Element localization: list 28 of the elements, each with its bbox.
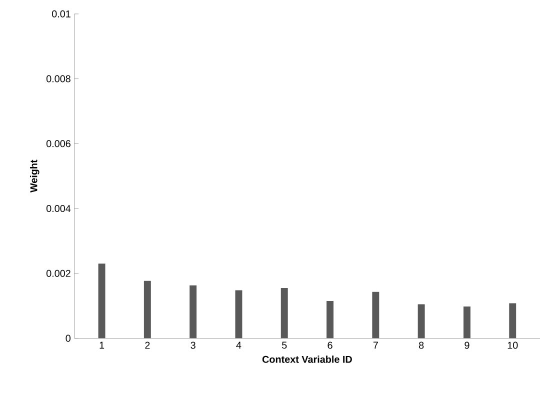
y-tick-label: 0.002 — [46, 270, 70, 277]
x-tick-label: 1 — [100, 342, 104, 349]
x-tick-label: 7 — [373, 342, 378, 349]
bar — [190, 285, 197, 338]
x-tick-label: 3 — [190, 342, 196, 349]
y-tick-label: 0.004 — [46, 205, 71, 212]
bar — [98, 264, 106, 338]
y-tick-label: 0.008 — [46, 75, 70, 82]
y-tick-label: 0.01 — [52, 10, 70, 18]
y-tick-label: 0.006 — [46, 140, 70, 148]
x-tick-label: 9 — [464, 342, 470, 349]
x-tick-label: 5 — [282, 342, 287, 349]
x-tick-label: 2 — [145, 342, 150, 349]
x-tick-label: 10 — [508, 342, 518, 349]
x-tick-label: 4 — [236, 342, 242, 349]
bar — [372, 292, 380, 338]
y-tick-label: 0 — [66, 334, 71, 342]
bar — [418, 304, 425, 338]
bar — [144, 280, 151, 338]
bar — [326, 300, 334, 338]
bar — [463, 306, 470, 338]
bar — [280, 288, 288, 338]
x-tick-label: 6 — [328, 342, 332, 349]
x-axis-title: Context Variable ID — [262, 356, 352, 363]
bar — [509, 303, 516, 338]
y-axis-title: Weight — [30, 160, 40, 193]
x-tick-label: 8 — [418, 342, 424, 349]
bar — [235, 290, 242, 338]
